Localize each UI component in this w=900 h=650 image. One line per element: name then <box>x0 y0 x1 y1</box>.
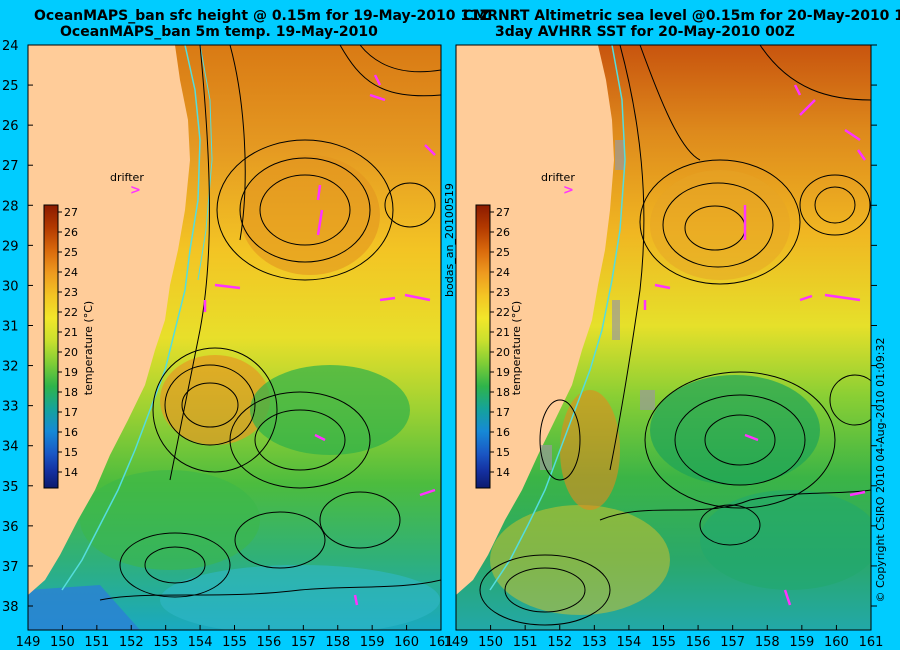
left-lon-tick-label: 158 <box>325 635 350 650</box>
left-lat-tick-label: 32 <box>2 360 19 375</box>
left-title-line2: OceanMAPS_ban 5m temp. 19-May-2010 <box>60 24 378 40</box>
left-lon-tick-label: 154 <box>188 635 213 650</box>
left-drifter-marker: > <box>130 183 141 198</box>
colorbar-tick-label: 16 <box>496 426 510 439</box>
left-lat-tick-label: 25 <box>2 79 19 94</box>
left-colorbar-label: temperature (°C) <box>82 301 95 395</box>
right-lon-tick-label: 152 <box>547 635 572 650</box>
right-lon-tick-label: 150 <box>478 635 503 650</box>
colorbar-tick-label: 26 <box>496 226 510 239</box>
right-lon-tick-label: 149 <box>444 635 469 650</box>
copyright-label: © Copyright CSIRO 2010 04-Aug-2010 01:09… <box>874 337 887 602</box>
colorbar-tick-label: 21 <box>496 326 510 339</box>
right-lon-tick-label: 153 <box>582 635 607 650</box>
left-lon-tick-label: 151 <box>84 635 109 650</box>
colorbar-tick-label: 20 <box>496 346 510 359</box>
left-lon-tick-label: 160 <box>394 635 419 650</box>
left-lat-tick-label: 30 <box>2 279 19 294</box>
left-map-panel <box>28 45 441 630</box>
left-drifter-label: drifter <box>110 171 144 184</box>
colorbar-tick-label: 27 <box>64 206 78 219</box>
left-lon-tick-label: 152 <box>119 635 144 650</box>
right-colorbar: 27 26 25 24 23 22 21 20 19 18 17 16 15 14 temperature… <box>475 204 523 489</box>
colorbar-tick-label: 16 <box>64 426 78 439</box>
colorbar-tick-label: 25 <box>64 246 78 259</box>
colorbar-tick-label: 21 <box>64 326 78 339</box>
right-lon-tick-label: 161 <box>859 635 884 650</box>
left-lat-tick-label: 28 <box>2 199 19 214</box>
colorbar-tick-label: 22 <box>496 306 510 319</box>
left-lat-tick-label: 24 <box>2 39 19 54</box>
left-lon-tick-label: 153 <box>153 635 178 650</box>
left-lat-tick-label: 26 <box>2 119 19 134</box>
left-title-line1: OceanMAPS_ban sfc height @ 0.15m for 19-… <box>34 8 490 24</box>
colorbar-tick-label: 17 <box>496 406 510 419</box>
left-lon-tick-label: 155 <box>222 635 247 650</box>
right-lon-tick-label: 155 <box>651 635 676 650</box>
colorbar-tick-label: 15 <box>64 446 78 459</box>
right-drifter-label: drifter <box>541 171 575 184</box>
colorbar-tick-label: 15 <box>496 446 510 459</box>
right-landmass <box>456 45 614 595</box>
colorbar-tick-label: 26 <box>64 226 78 239</box>
left-lon-tick-label: 159 <box>360 635 385 650</box>
left-lat-tick-label: 35 <box>2 480 19 495</box>
left-lat-tick-label: 27 <box>2 159 19 174</box>
left-colorbar: 27 26 25 24 23 22 21 20 19 18 17 16 15 14 temperature… <box>43 204 95 489</box>
colorbar-tick-label: 18 <box>64 386 78 399</box>
right-map-panel <box>456 45 871 630</box>
colorbar-tick-label: 24 <box>496 266 510 279</box>
colorbar-tick-label: 20 <box>64 346 78 359</box>
colorbar-tick-label: 14 <box>64 466 78 479</box>
right-lon-tick-label: 154 <box>617 635 642 650</box>
right-lon-tick-label: 158 <box>755 635 780 650</box>
left-lat-tick-label: 34 <box>2 440 19 455</box>
colorbar-tick-label: 25 <box>496 246 510 259</box>
left-landmass <box>28 45 190 595</box>
right-lon-tick-label: 160 <box>824 635 849 650</box>
colorbar-tick-label: 19 <box>64 366 78 379</box>
colorbar-tick-label: 17 <box>64 406 78 419</box>
right-drifter-tracks <box>643 84 867 606</box>
right-lon-tick-label: 157 <box>720 635 745 650</box>
left-lon-tick-label: 156 <box>257 635 282 650</box>
colorbar-tick-label: 22 <box>64 306 78 319</box>
colorbar-tick-label: 14 <box>496 466 510 479</box>
right-title-line2: 3day AVHRR SST for 20-May-2010 00Z <box>495 24 795 40</box>
right-colorbar-label: temperature (°C) <box>510 301 523 395</box>
right-drifter-marker: > <box>563 183 574 198</box>
right-title-line1: CMRNRT Altimetric sea level @0.15m for 2… <box>463 8 900 24</box>
left-lat-tick-label: 36 <box>2 520 19 535</box>
left-lon-tick-label: 150 <box>50 635 75 650</box>
right-lon-tick-label: 156 <box>686 635 711 650</box>
left-lon-tick-label: 149 <box>16 635 41 650</box>
colorbar-tick-label: 27 <box>496 206 510 219</box>
left-lon-tick-label: 157 <box>291 635 316 650</box>
run-id-label: bodas_an_20100519 <box>443 183 456 297</box>
colorbar-tick-label: 19 <box>496 366 510 379</box>
colorbar-tick-label: 18 <box>496 386 510 399</box>
left-lat-tick-label: 29 <box>2 239 19 254</box>
left-drifter-tracks <box>203 74 436 606</box>
left-lat-tick-label: 33 <box>2 400 19 415</box>
colorbar-tick-label: 23 <box>64 286 78 299</box>
colorbar-tick-label: 23 <box>496 286 510 299</box>
left-lat-tick-label: 38 <box>2 600 19 615</box>
left-lat-tick-label: 37 <box>2 560 19 575</box>
right-lon-tick-label: 159 <box>789 635 814 650</box>
right-lon-tick-label: 151 <box>513 635 538 650</box>
left-lon-tick-label: 161 <box>429 635 454 650</box>
colorbar-tick-label: 24 <box>64 266 78 279</box>
left-lat-tick-label: 31 <box>2 320 19 335</box>
